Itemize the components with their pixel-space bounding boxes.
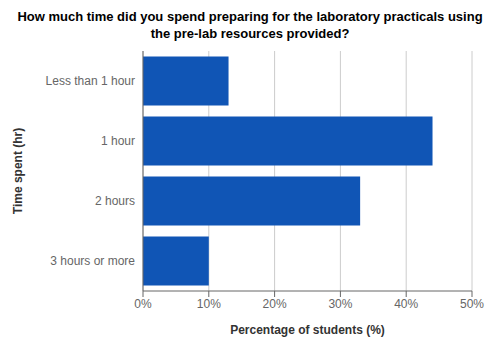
html-text:How much time did you spend pr: How much time did you spend preparing fo… xyxy=(17,9,483,24)
svg-text:3 hours or more: 3 hours or more xyxy=(50,254,135,268)
svg-text:0%: 0% xyxy=(134,297,152,311)
svg-text:10%: 10% xyxy=(197,297,221,311)
svg-text:40%: 40% xyxy=(394,297,418,311)
html-text:the pre-lab resources provided: the pre-lab resources provided? xyxy=(150,26,350,41)
svg-text:2 hours: 2 hours xyxy=(95,194,135,208)
svg-text:1 hour: 1 hour xyxy=(101,134,135,148)
svg-text:Less than 1 hour: Less than 1 hour xyxy=(46,74,135,88)
svg-text:30%: 30% xyxy=(328,297,352,311)
svg-text:Percentage of students (%): Percentage of students (%) xyxy=(230,323,385,337)
svg-text:20%: 20% xyxy=(263,297,287,311)
svg-text:50%: 50% xyxy=(460,297,484,311)
svg-text:Time spent (hr): Time spent (hr) xyxy=(11,128,25,214)
